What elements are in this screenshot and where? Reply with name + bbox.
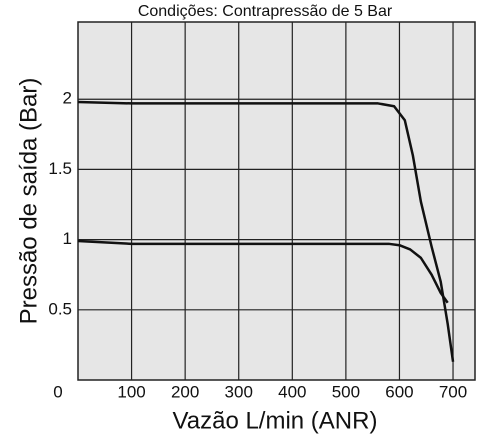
x-axis-label: Vazão L/min (ANR) (173, 407, 378, 434)
y-axis-label: Pressão de saída (Bar) (15, 78, 42, 325)
y-tick-label: 2 (63, 89, 72, 108)
y-tick-label: 0.5 (48, 299, 72, 318)
x-tick-label: 300 (225, 382, 253, 401)
x-tick-label: 100 (117, 382, 145, 401)
y-tick-label: 1 (63, 229, 72, 248)
x-tick-label: 500 (332, 382, 360, 401)
x-tick-label: 0 (53, 382, 62, 401)
x-tick-label: 400 (278, 382, 306, 401)
x-tick-label: 700 (439, 382, 467, 401)
x-tick-label: 200 (171, 382, 199, 401)
chart-title: Condições: Contrapressão de 5 Bar (138, 3, 393, 20)
plot-area (77, 21, 476, 381)
line-series (77, 100, 455, 362)
line-series (77, 239, 449, 304)
y-tick-label: 1.5 (48, 159, 72, 178)
x-tick-label: 600 (385, 382, 413, 401)
